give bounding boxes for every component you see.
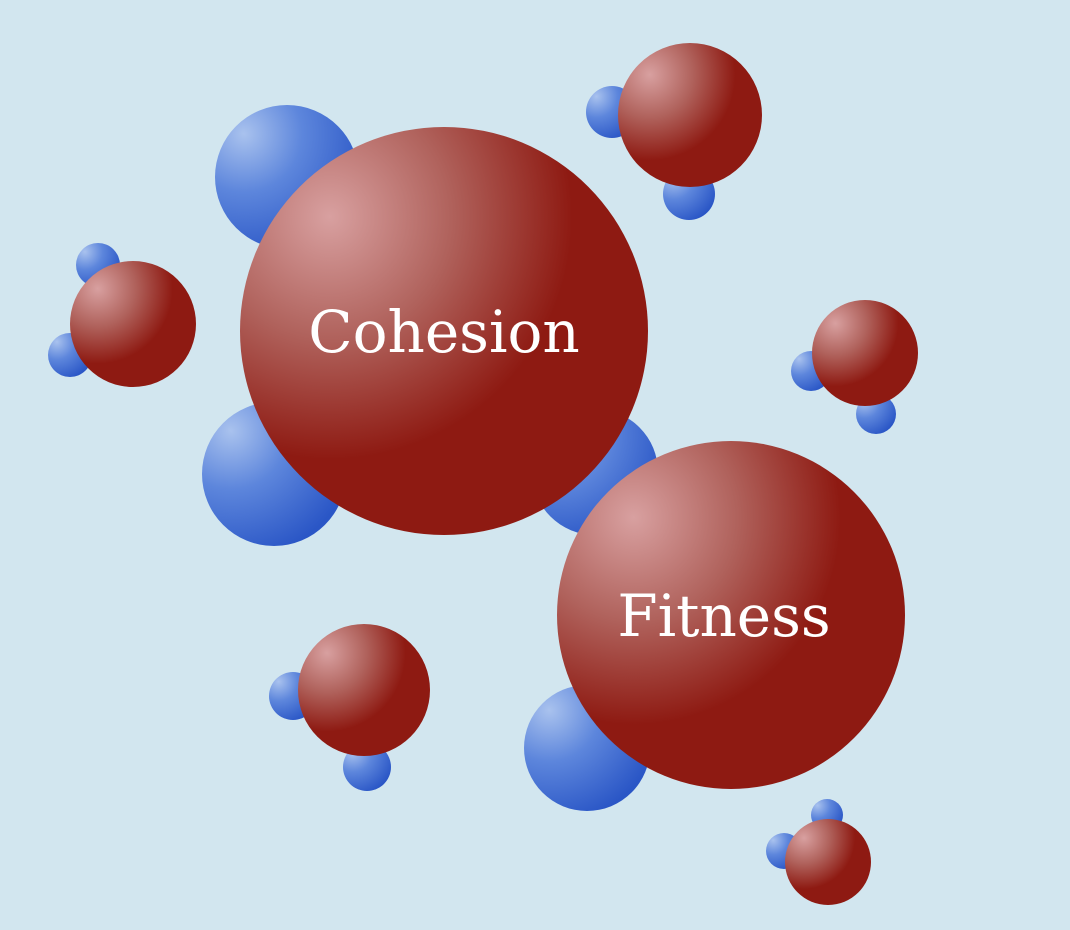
oxygen-atom — [70, 261, 196, 387]
water-molecule-cohesion: Cohesion — [202, 105, 648, 546]
water-molecule-top-right — [586, 43, 762, 220]
oxygen-atom — [785, 819, 871, 905]
water-molecule-bottom-left — [269, 624, 430, 791]
water-molecule-right — [791, 300, 918, 434]
oxygen-atom — [812, 300, 918, 406]
water-molecule-left — [48, 243, 196, 387]
oxygen-atom — [618, 43, 762, 187]
water-molecule-bottom-right — [766, 799, 871, 905]
water-molecule-fitness-oxygen: Fitness — [557, 441, 905, 789]
oxygen-atom — [240, 127, 648, 535]
fitness-label: Fitness — [617, 582, 830, 650]
cohesion-label: Cohesion — [308, 298, 580, 366]
oxygen-atom — [298, 624, 430, 756]
oxygen-atom — [557, 441, 905, 789]
